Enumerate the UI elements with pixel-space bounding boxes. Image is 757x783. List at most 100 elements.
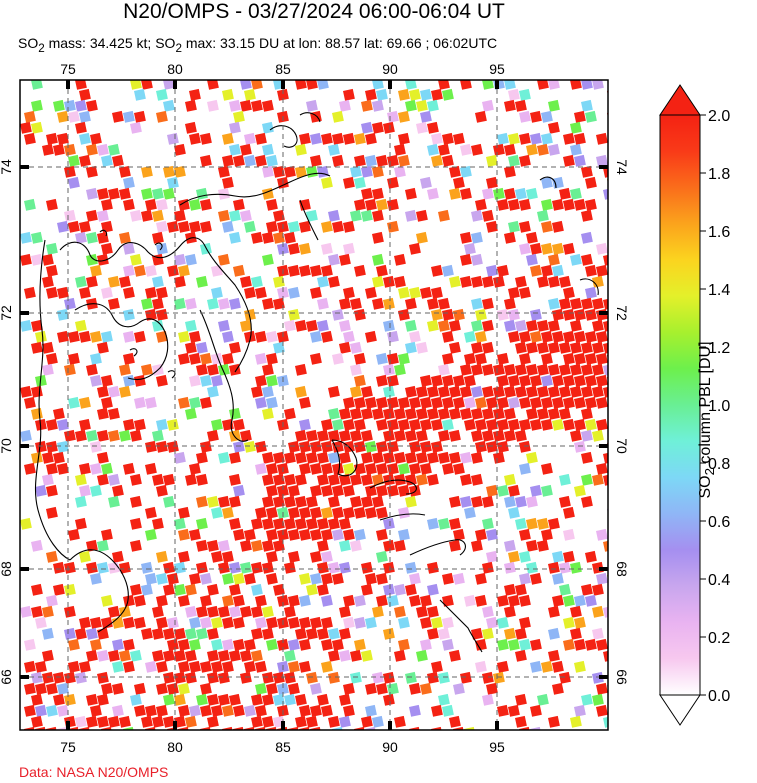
- so2-pixel: [75, 121, 87, 134]
- so2-pixel: [97, 473, 109, 486]
- so2-pixel: [266, 396, 278, 409]
- so2-pixel: [35, 660, 47, 673]
- so2-pixel: [123, 660, 135, 673]
- so2-pixel: [420, 418, 432, 431]
- so2-pixel: [563, 594, 575, 607]
- so2-pixel: [430, 88, 443, 101]
- so2-pixel: [503, 627, 516, 640]
- so2-pixel: [559, 363, 571, 376]
- so2-pixel: [430, 440, 443, 453]
- so2-pixel: [397, 506, 410, 519]
- so2-pixel: [155, 220, 168, 233]
- so2-pixel: [459, 187, 472, 200]
- so2-pixel: [342, 506, 355, 519]
- so2-pixel: [79, 418, 91, 431]
- so2-pixel: [185, 253, 197, 266]
- so2-pixel: [419, 594, 432, 607]
- so2-pixel: [474, 418, 487, 431]
- so2-pixel: [156, 242, 168, 255]
- so2-pixel: [519, 528, 531, 541]
- so2-pixel: [416, 473, 428, 486]
- so2-pixel: [163, 495, 175, 508]
- so2-pixel: [20, 231, 32, 244]
- so2-pixel: [151, 187, 164, 200]
- so2-pixel: [100, 528, 113, 541]
- so2-pixel: [482, 363, 494, 376]
- so2-pixel: [552, 396, 564, 409]
- so2-pixel: [497, 660, 509, 673]
- so2-pixel: [97, 429, 109, 442]
- so2-pixel: [449, 341, 461, 354]
- so2-pixel: [437, 385, 450, 398]
- so2-pixel: [96, 385, 109, 398]
- so2-pixel: [585, 110, 597, 123]
- so2-pixel: [573, 418, 586, 431]
- so2-pixel: [310, 550, 322, 563]
- so2-pixel: [453, 132, 465, 145]
- so2-pixel: [130, 473, 142, 486]
- so2-pixel: [581, 165, 593, 178]
- so2-pixel: [327, 561, 340, 574]
- so2-pixel: [343, 176, 355, 189]
- so2-pixel: [409, 594, 421, 607]
- so2-pixel: [206, 429, 219, 442]
- so2-pixel: [273, 583, 285, 596]
- so2-pixel: [515, 385, 527, 398]
- so2-pixel: [470, 385, 483, 398]
- so2-pixel: [570, 297, 582, 310]
- so2-pixel: [67, 528, 80, 541]
- so2-pixel: [240, 319, 252, 332]
- so2-pixel: [449, 385, 461, 398]
- so2-pixel: [96, 341, 109, 354]
- so2-pixel: [41, 275, 54, 288]
- so2-pixel: [570, 605, 582, 618]
- so2-pixel: [266, 462, 278, 475]
- so2-pixel: [449, 451, 461, 464]
- so2-pixel: [354, 418, 366, 431]
- so2-pixel: [552, 682, 564, 695]
- so2-pixel: [63, 693, 76, 706]
- so2-pixel: [251, 561, 263, 574]
- so2-pixel: [229, 561, 241, 574]
- so2-pixel: [24, 286, 36, 299]
- so2-pixel: [262, 231, 274, 244]
- so2-pixel: [306, 517, 318, 530]
- so2-pixel: [173, 649, 186, 662]
- so2-pixel: [294, 693, 307, 706]
- so2-pixel: [328, 517, 340, 530]
- so2-pixel: [526, 363, 538, 376]
- so2-pixel: [46, 704, 58, 717]
- so2-pixel: [349, 297, 362, 310]
- so2-pixel: [298, 264, 311, 277]
- so2-pixel: [496, 132, 509, 145]
- so2-pixel: [233, 418, 245, 431]
- so2-pixel: [134, 396, 146, 409]
- so2-pixel: [442, 264, 454, 277]
- so2-pixel: [497, 638, 509, 651]
- so2-pixel: [167, 616, 179, 629]
- so2-pixel: [409, 572, 421, 585]
- so2-pixel: [63, 605, 76, 618]
- so2-pixel: [408, 682, 421, 695]
- so2-pixel: [475, 638, 487, 651]
- so2-pixel: [416, 385, 428, 398]
- so2-pixel: [471, 451, 483, 464]
- coastline-west: [34, 239, 71, 561]
- so2-pixel: [361, 473, 373, 486]
- so2-pixel: [585, 396, 597, 409]
- so2-pixel: [526, 539, 538, 552]
- so2-pixel: [151, 715, 164, 728]
- so2-pixel: [519, 396, 531, 409]
- so2-pixel: [185, 121, 197, 134]
- so2-pixel: [266, 484, 278, 497]
- so2-pixel: [573, 132, 586, 145]
- so2-pixel: [251, 583, 263, 596]
- so2-pixel: [497, 704, 509, 717]
- so2-pixel: [97, 253, 109, 266]
- so2-pixel: [453, 374, 465, 387]
- so2-pixel: [156, 374, 168, 387]
- so2-pixel: [122, 286, 135, 299]
- so2-pixel: [437, 363, 450, 376]
- so2-pixel: [438, 209, 450, 222]
- so2-pixel: [251, 275, 263, 288]
